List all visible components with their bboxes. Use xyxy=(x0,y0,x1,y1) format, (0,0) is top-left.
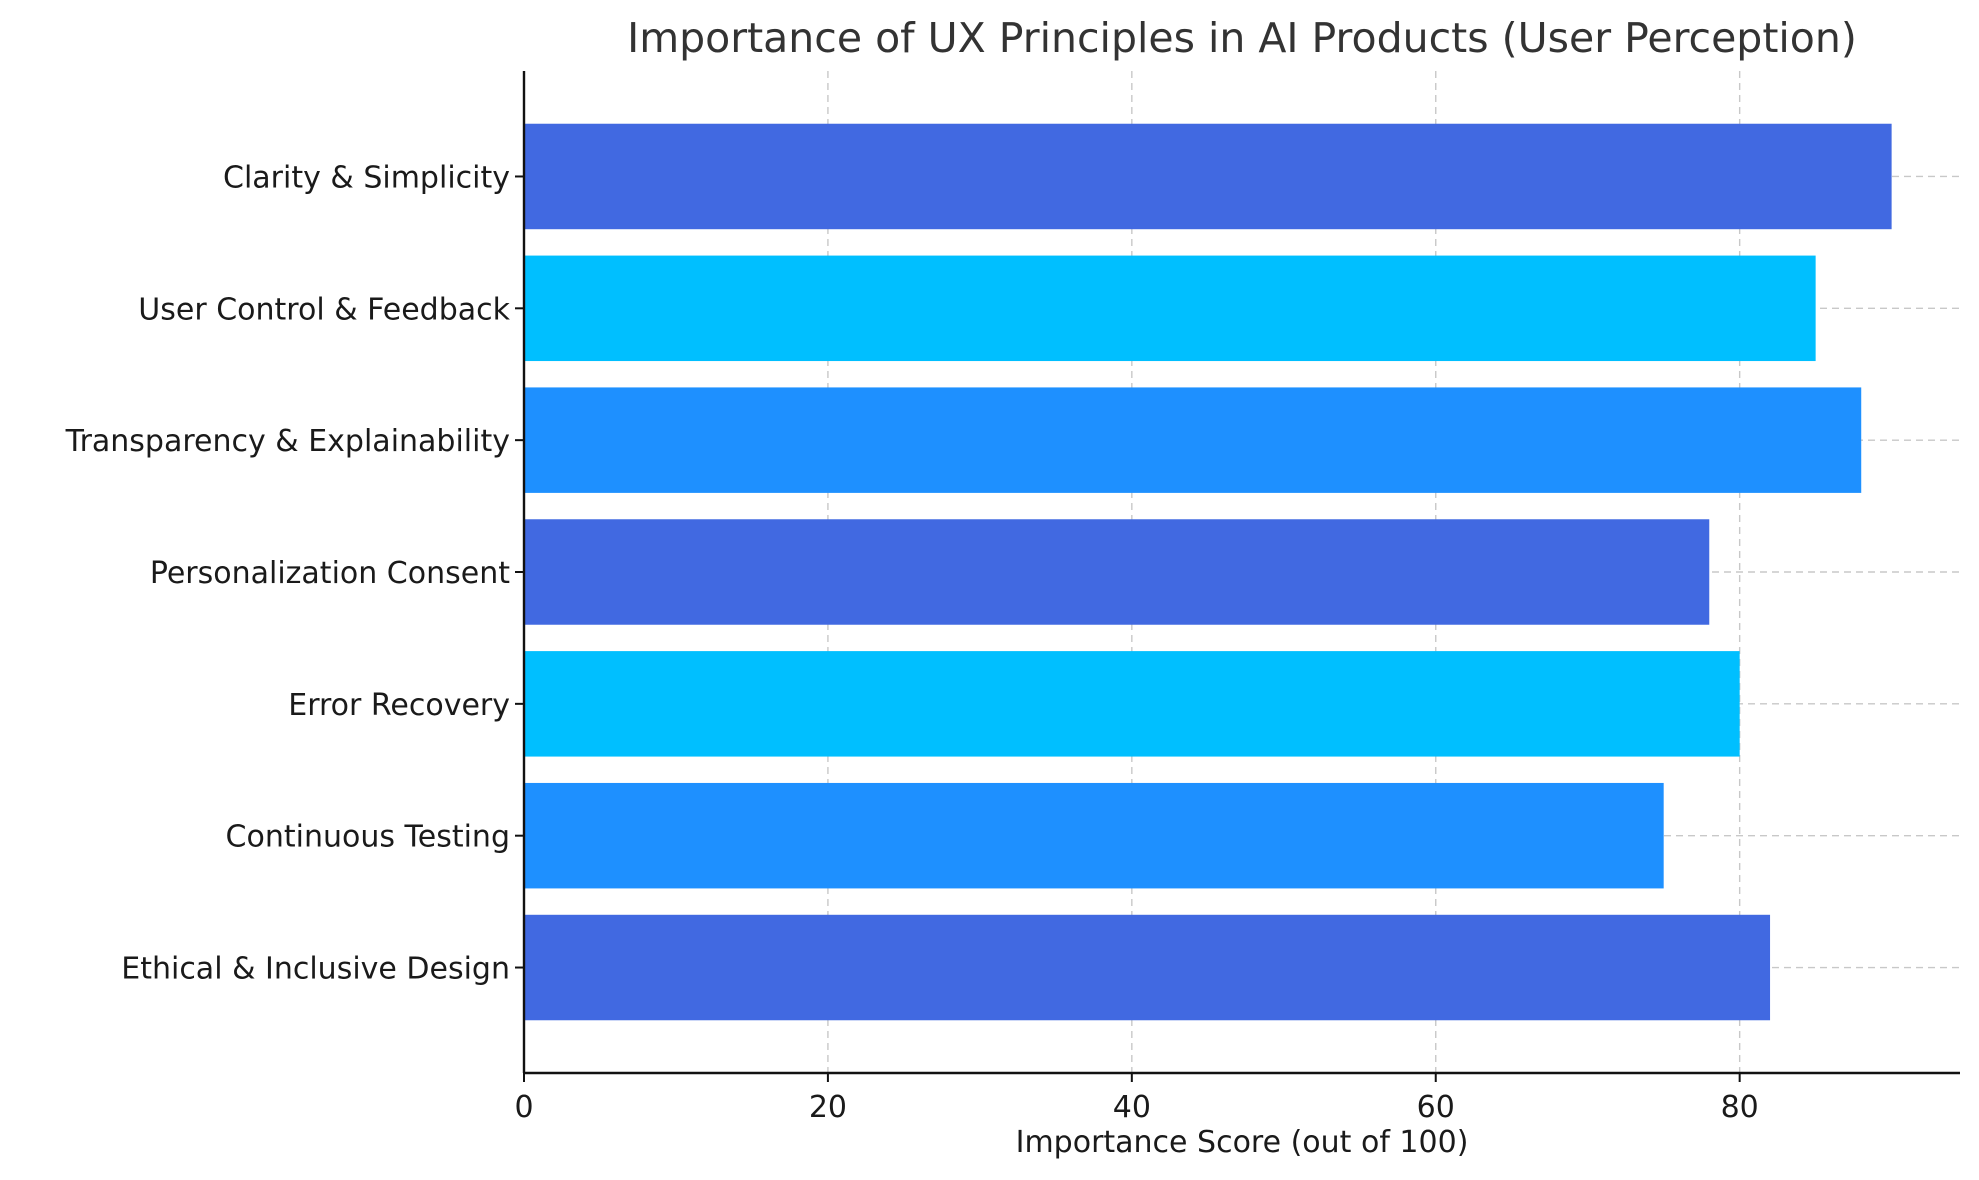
x-axis-tick-labels: 0 20 40 60 80 xyxy=(514,1073,1759,1125)
chart-title: Importance of UX Principles in AI Produc… xyxy=(627,14,1857,62)
y-tick-label: Continuous Testing xyxy=(226,820,510,855)
y-tick-label: Transparency & Explainability xyxy=(65,424,510,459)
y-tick-label: Error Recovery xyxy=(288,688,510,723)
x-axis-label: Importance Score (out of 100) xyxy=(1016,1125,1469,1160)
x-tick-label: 40 xyxy=(1113,1090,1151,1125)
x-tick-label: 20 xyxy=(809,1090,847,1125)
bar-error-recovery xyxy=(524,651,1740,757)
grid-lines xyxy=(524,71,1960,1073)
y-tick-label: User Control & Feedback xyxy=(138,292,510,327)
bar-personalization-consent xyxy=(524,519,1710,625)
y-tick-label: Personalization Consent xyxy=(150,556,510,591)
y-axis-tick-labels: Clarity & Simplicity User Control & Feedb… xyxy=(65,160,524,987)
bar-clarity-simplicity xyxy=(524,123,1892,230)
bar-continuous-testing xyxy=(524,782,1664,889)
bar-transparency-explainability xyxy=(524,387,1862,493)
y-tick-label: Ethical & Inclusive Design xyxy=(121,952,510,987)
bar-user-control-feedback xyxy=(524,255,1816,362)
x-tick-label: 0 xyxy=(514,1090,533,1125)
x-tick-label: 80 xyxy=(1721,1090,1759,1125)
x-tick-label: 60 xyxy=(1417,1090,1455,1125)
bars xyxy=(524,123,1892,1021)
bar-ethical-inclusive-design xyxy=(524,914,1771,1021)
y-tick-label: Clarity & Simplicity xyxy=(223,160,510,195)
